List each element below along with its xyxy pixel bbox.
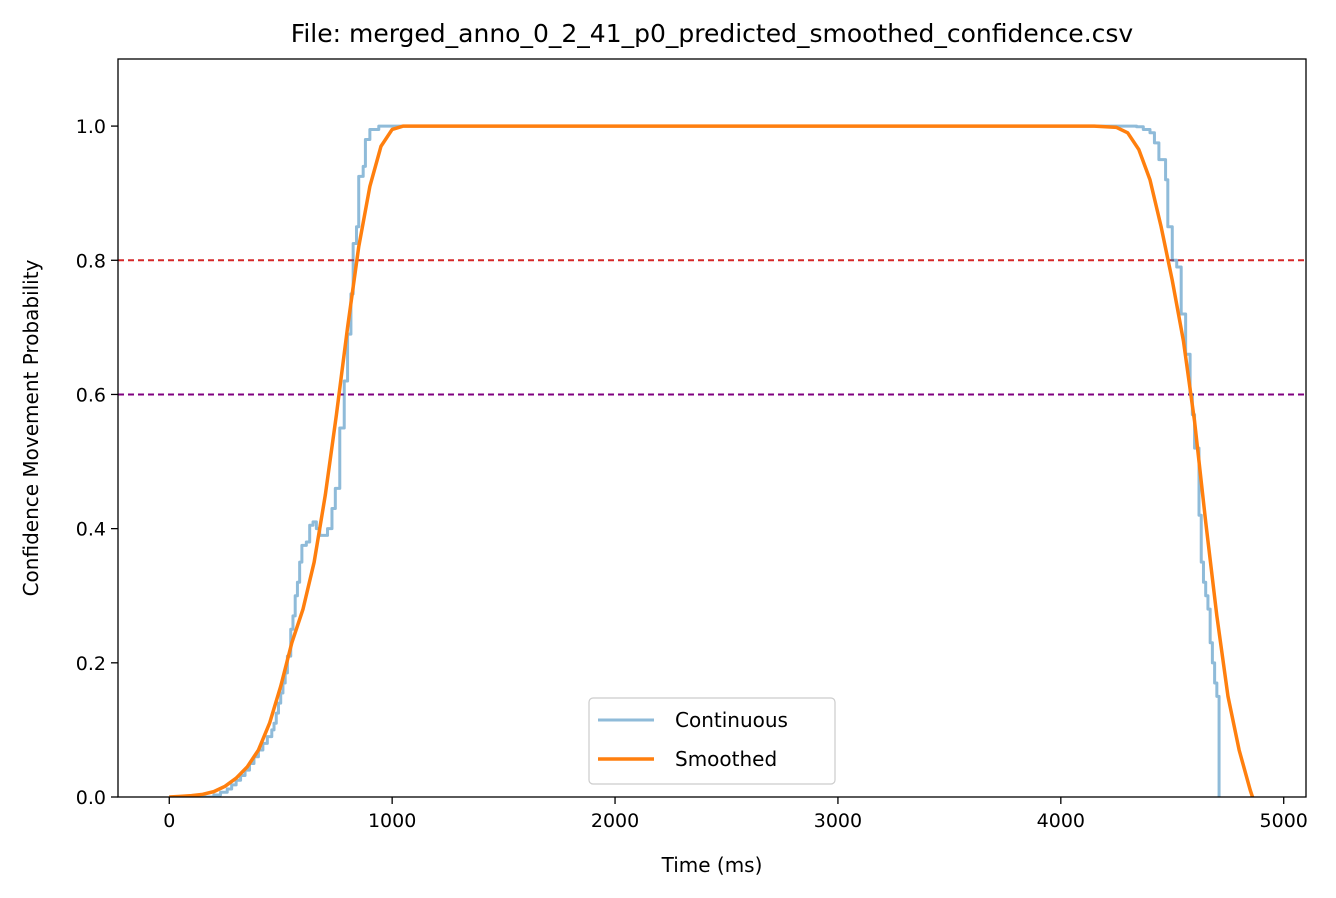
y-tick-label: 0.2 <box>76 653 106 675</box>
x-tick-label: 1000 <box>368 810 416 832</box>
y-tick-label: 0.6 <box>76 384 106 406</box>
x-tick-label: 2000 <box>591 810 639 832</box>
y-tick-label: 1.0 <box>76 116 106 138</box>
legend-label-continuous: Continuous <box>675 708 788 732</box>
y-tick-label: 0.0 <box>76 787 106 809</box>
plot-frame <box>117 58 1307 798</box>
legend: Continuous Smoothed <box>588 697 836 785</box>
reference-lines <box>118 259 1306 396</box>
y-axis: 0.0 0.2 0.4 0.6 0.8 1.0 <box>76 116 118 809</box>
legend-label-smoothed: Smoothed <box>675 747 777 771</box>
x-axis-label: Time (ms) <box>661 853 763 877</box>
x-tick-label: 0 <box>163 810 175 832</box>
series-layer <box>169 124 1255 797</box>
plot-background <box>118 59 1306 797</box>
y-axis-label: Confidence Movement Probability <box>19 259 43 596</box>
plot-area <box>117 58 1307 798</box>
series-line-smoothed <box>169 124 1255 797</box>
x-tick-label: 4000 <box>1037 810 1085 832</box>
x-tick-label: 3000 <box>814 810 862 832</box>
y-tick-label: 0.4 <box>76 519 106 541</box>
y-tick-label: 0.8 <box>76 250 106 272</box>
x-tick-label: 5000 <box>1260 810 1308 832</box>
x-axis: 0 1000 2000 3000 4000 5000 <box>163 797 1308 832</box>
chart-title: File: merged_anno_0_2_41_p0_predicted_sm… <box>291 19 1134 48</box>
